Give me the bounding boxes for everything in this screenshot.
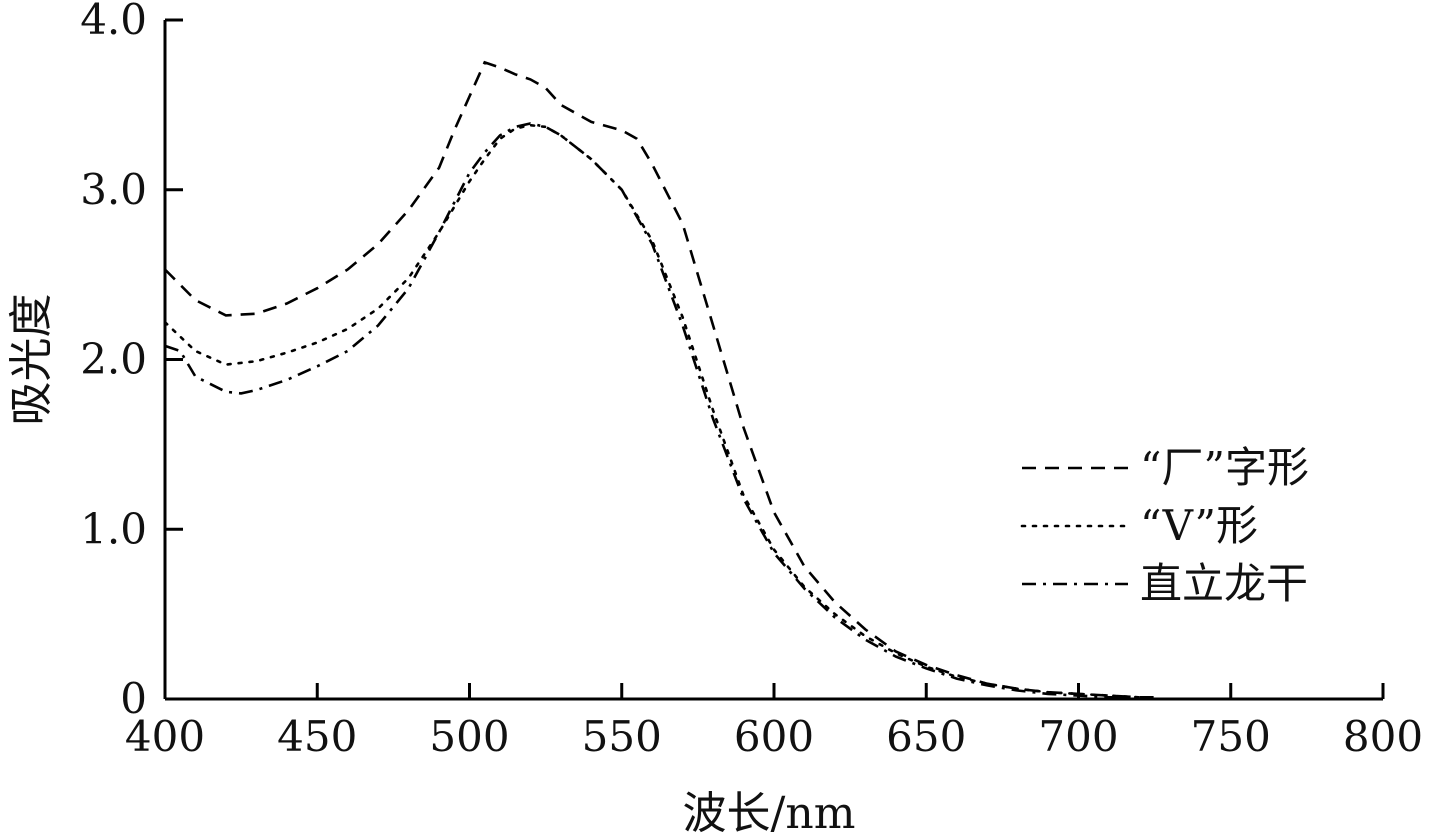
y-tick-label: 4.0 [80,0,147,44]
legend-label: “V”形 [1140,501,1258,550]
legend-label: “厂”字形 [1140,443,1309,492]
series-line-3 [164,122,1140,699]
x-tick-label: 800 [1343,712,1423,761]
series-layer [163,60,1155,699]
x-tick-label: 750 [1191,712,1271,761]
x-tick-label: 550 [582,712,662,761]
y-axis-title: 吸光度 [6,294,57,426]
legend-entry: “V”形 [1020,501,1258,550]
x-tick-label: 650 [886,712,966,761]
x-tick-label: 450 [277,712,357,761]
y-tick-label: 1.0 [80,504,147,553]
y-axis-ticks: 0 1.0 2.0 3.0 4.0 [80,0,183,723]
series-line-1 [164,60,1155,699]
x-tick-label: 500 [429,712,509,761]
x-tick-label: 700 [1038,712,1118,761]
x-axis-ticks: 400 450 500 550 600 650 700 750 800 [125,683,1423,761]
legend-entry: 直立龙干 [1022,559,1308,608]
series-line-2 [163,123,1141,699]
y-tick-label: 3.0 [80,165,147,214]
x-tick-label: 400 [125,712,205,761]
legend-label: 直立龙干 [1140,559,1308,608]
legend-entry: “厂”字形 [1022,443,1309,492]
x-tick-label: 600 [734,712,814,761]
y-tick-label: 0 [120,674,147,723]
y-tick-label: 2.0 [80,335,147,384]
x-axis-title: 波长/nm [683,788,856,835]
